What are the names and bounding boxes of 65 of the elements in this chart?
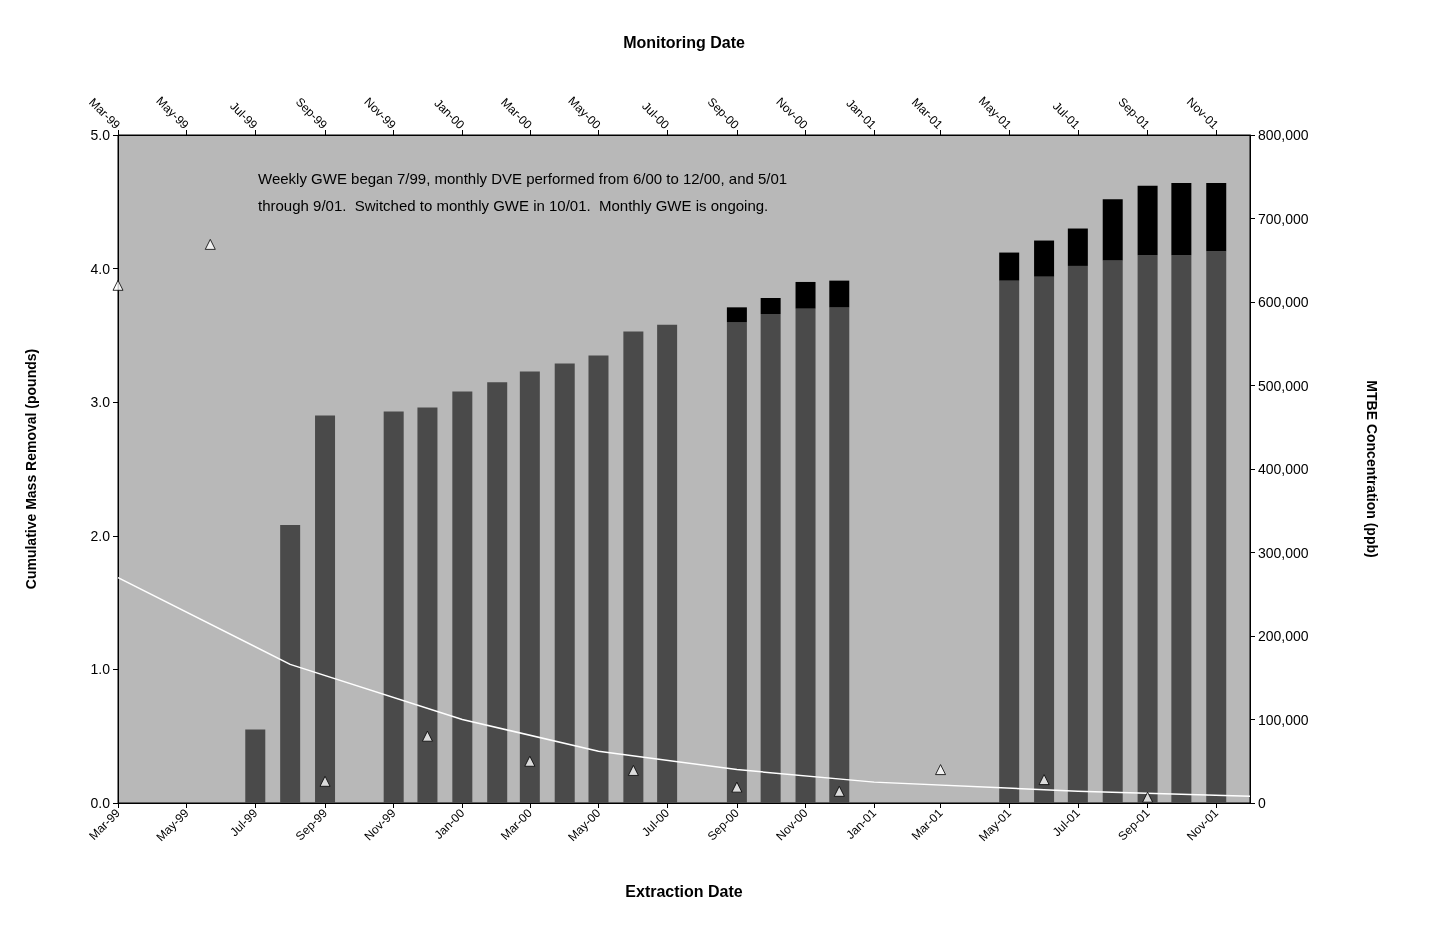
bar [829,307,850,803]
point [524,755,536,767]
point [204,238,216,250]
y2-tick-label: 400,000 [1258,461,1309,477]
x2-axis-title: Monitoring Date [623,33,745,51]
bar [452,391,473,803]
point [833,785,845,797]
bar [1102,199,1123,261]
y2-tick-label: 800,000 [1258,127,1309,143]
y2-axis-title: MTBE Concentration (ppb) [1364,380,1380,558]
bar [1034,276,1055,803]
y-tick-label: 4.0 [90,260,111,277]
bar [245,729,266,803]
bar [999,280,1020,803]
bar [417,407,438,803]
bar [726,322,747,803]
bar [760,314,781,803]
bar [519,371,540,803]
bar [1206,183,1227,252]
annotation: Weekly GWE began 7/99, monthly DVE performed from 6/00 to 12/00, and 5/01 through 9/01. Switched to monthly GWE in 10/01. Monthly GWE is ongoing. [258,170,792,214]
bar [795,308,816,803]
point [112,279,124,291]
y2-tick-label: 700,000 [1258,210,1309,227]
bar [554,363,575,803]
y-axis-title: Cumulative Mass Removal (pounds) [23,348,39,590]
y-tick-label: 0.0 [90,795,111,811]
bar [1206,251,1227,803]
point [731,781,743,793]
bar [795,281,816,309]
y-tick-label: 1.0 [90,661,111,678]
bar [315,415,336,803]
bar [726,307,747,323]
bar [1171,255,1192,803]
bar [657,324,678,803]
bar [1137,255,1158,803]
point [1038,774,1050,786]
point [319,775,331,787]
y-tick-label: 3.0 [90,394,111,411]
point [627,764,639,776]
bar [1034,240,1055,277]
bar [1067,265,1088,803]
bar [1067,228,1088,266]
point [421,730,433,742]
bar [588,355,609,803]
y2-tick-label: 500,000 [1258,377,1309,394]
y2-tick-label: 200,000 [1258,628,1309,644]
y2-tick-label: 600,000 [1258,294,1309,310]
bar [829,280,850,308]
bar [1102,260,1123,803]
bar [487,382,508,803]
bar [280,525,301,803]
bar [1171,183,1192,256]
y-tick-label: 5.0 [90,127,111,143]
point [1142,791,1154,803]
bar [999,252,1020,281]
y2-tick-label: 0 [1258,795,1266,811]
bar [1137,185,1158,256]
bar [383,411,404,803]
x-axis-title: Extraction Date [625,882,743,900]
bar [623,331,644,803]
point [935,764,947,776]
y2-tick-label: 300,000 [1258,544,1309,561]
y-tick-label: 2.0 [90,527,111,544]
y2-tick-label: 100,000 [1258,711,1309,728]
bar [760,297,781,315]
